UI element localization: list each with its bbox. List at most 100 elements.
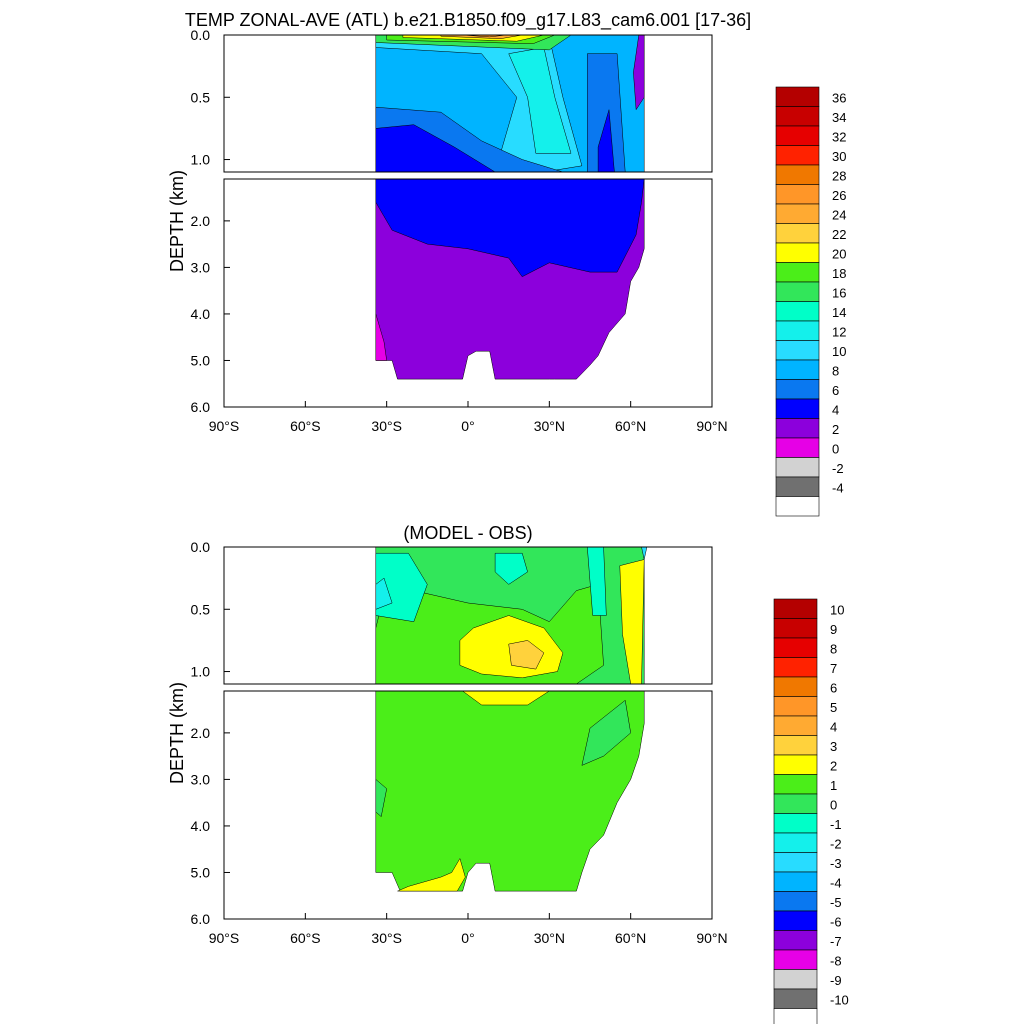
x-tick-label: 90°S bbox=[209, 418, 240, 434]
y-tick-label: 4.0 bbox=[191, 818, 211, 834]
y-tick-label: 0.5 bbox=[191, 601, 211, 617]
colorbar-label: 5 bbox=[830, 700, 837, 715]
colorbar-swatch bbox=[773, 637, 818, 658]
y-axis-label: DEPTH (km) bbox=[167, 170, 187, 272]
contour-region bbox=[375, 313, 387, 361]
colorbar-label: -7 bbox=[830, 934, 842, 949]
colorbar-label: -8 bbox=[830, 954, 842, 969]
contour-region bbox=[440, 35, 523, 39]
contour-region bbox=[397, 857, 466, 892]
colorbar-label: 36 bbox=[832, 91, 846, 106]
colorbar-swatch bbox=[773, 949, 818, 970]
y-tick-label: 2.0 bbox=[191, 213, 211, 229]
colorbar-swatch bbox=[773, 754, 818, 775]
x-tick-label: 90°N bbox=[696, 418, 727, 434]
lower-section-plot bbox=[375, 691, 645, 892]
colorbar-swatch bbox=[775, 242, 820, 263]
colorbar-label: 2 bbox=[832, 422, 839, 437]
colorbar-swatch bbox=[773, 715, 818, 736]
colorbar-label: 10 bbox=[830, 603, 844, 618]
colorbar-swatch bbox=[775, 418, 820, 439]
colorbar-label: -2 bbox=[832, 461, 844, 476]
x-tick-label: 60°N bbox=[615, 418, 646, 434]
colorbar-label: 12 bbox=[832, 325, 846, 340]
y-tick-label: 5.0 bbox=[191, 864, 211, 880]
upper-section-plot bbox=[375, 35, 645, 172]
colorbar-swatch bbox=[775, 262, 820, 283]
contour-region bbox=[375, 124, 496, 172]
colorbar-swatch bbox=[773, 813, 818, 834]
colorbar-label: 34 bbox=[832, 110, 846, 125]
colorbar-label: -2 bbox=[830, 837, 842, 852]
colorbar-swatch bbox=[775, 145, 820, 166]
colorbar-label: 32 bbox=[832, 130, 846, 145]
y-tick-label: 3.0 bbox=[191, 771, 211, 787]
colorbar-swatch bbox=[775, 125, 820, 146]
colorbar-swatch bbox=[773, 793, 818, 814]
colorbar-label: 14 bbox=[832, 305, 846, 320]
x-tick-label: 0° bbox=[461, 418, 474, 434]
colorbar-swatch bbox=[773, 910, 818, 931]
x-tick-label: 90°N bbox=[696, 930, 727, 946]
colorbar-label: 10 bbox=[832, 344, 846, 359]
colorbar-label: 6 bbox=[830, 681, 837, 696]
colorbar-label: 24 bbox=[832, 208, 846, 223]
y-tick-label: 6.0 bbox=[191, 399, 211, 415]
colorbar-label: 7 bbox=[830, 661, 837, 676]
colorbar-swatch bbox=[775, 203, 820, 224]
axes: 0.0 0.5 1.0 2.0 3.0 4.0 5.0 6.0 90°S 60°S 30°S 0° 30… bbox=[191, 27, 728, 434]
colorbar-swatch bbox=[773, 735, 818, 756]
x-tick-label: 60°S bbox=[290, 418, 321, 434]
colorbar-swatch bbox=[773, 657, 818, 678]
colorbar-label: -1 bbox=[830, 817, 842, 832]
colorbar-swatch bbox=[773, 930, 818, 951]
x-tick-label: 30°N bbox=[534, 418, 565, 434]
colorbar-label: 3 bbox=[830, 739, 837, 754]
colorbar-swatch bbox=[773, 774, 818, 795]
colorbar-swatch bbox=[773, 598, 818, 619]
colorbar-label: -4 bbox=[832, 481, 844, 496]
contour-region bbox=[587, 53, 626, 172]
contour-region bbox=[494, 552, 528, 585]
colorbar-swatch bbox=[775, 457, 820, 478]
colorbar-swatch bbox=[775, 476, 820, 497]
colorbar-label: 4 bbox=[832, 403, 839, 418]
colorbar-label: 18 bbox=[832, 266, 846, 281]
contour-region bbox=[641, 547, 648, 560]
y-tick-label: 1.0 bbox=[191, 664, 211, 680]
colorbar-label: 22 bbox=[832, 227, 846, 242]
y-axis-label: DEPTH (km) bbox=[167, 682, 187, 784]
x-tick-label: 0° bbox=[461, 930, 474, 946]
colorbar-label: 6 bbox=[832, 383, 839, 398]
upper-panel-frame bbox=[223, 546, 713, 685]
colorbar-label: 1 bbox=[830, 778, 837, 793]
y-tick-label: 3.0 bbox=[191, 259, 211, 275]
contour-region bbox=[581, 699, 631, 766]
contour-region bbox=[462, 691, 550, 706]
contour-region bbox=[375, 179, 645, 278]
x-tick-label: 60°S bbox=[290, 930, 321, 946]
chart-title: TEMP ZONAL-AVE (ATL) b.e21.B1850.f09_g17… bbox=[185, 10, 751, 31]
colorbar-swatch bbox=[773, 969, 818, 990]
colorbar-label: 0 bbox=[832, 442, 839, 457]
colorbar-swatch bbox=[773, 696, 818, 717]
y-tick-label: 1.0 bbox=[191, 152, 211, 168]
x-tick-label: 30°S bbox=[371, 418, 402, 434]
colorbar-swatch bbox=[775, 398, 820, 419]
colorbar-swatch bbox=[773, 852, 818, 873]
colorbar-label: -3 bbox=[830, 856, 842, 871]
colorbar-swatch bbox=[775, 359, 820, 380]
axes: 0.0 0.5 1.0 2.0 3.0 4.0 5.0 6.0 90°S 60°S 30°S 0° 30… bbox=[191, 539, 728, 946]
difference-section-chart: (MODEL - OBS) DEPTH (km) 0.0 0.5 1.0 2.0 3.0… bbox=[167, 523, 849, 1024]
y-tick-label: 2.0 bbox=[191, 725, 211, 741]
colorbar-label: -6 bbox=[830, 915, 842, 930]
colorbar-label: 0 bbox=[830, 798, 837, 813]
y-tick-label: 6.0 bbox=[191, 911, 211, 927]
contour-region bbox=[587, 547, 607, 616]
colorbar-swatch bbox=[775, 86, 820, 107]
lower-section-plot bbox=[375, 179, 645, 380]
y-tick-label: 5.0 bbox=[191, 352, 211, 368]
chart-title: (MODEL - OBS) bbox=[403, 523, 532, 543]
contour-region bbox=[375, 778, 387, 818]
